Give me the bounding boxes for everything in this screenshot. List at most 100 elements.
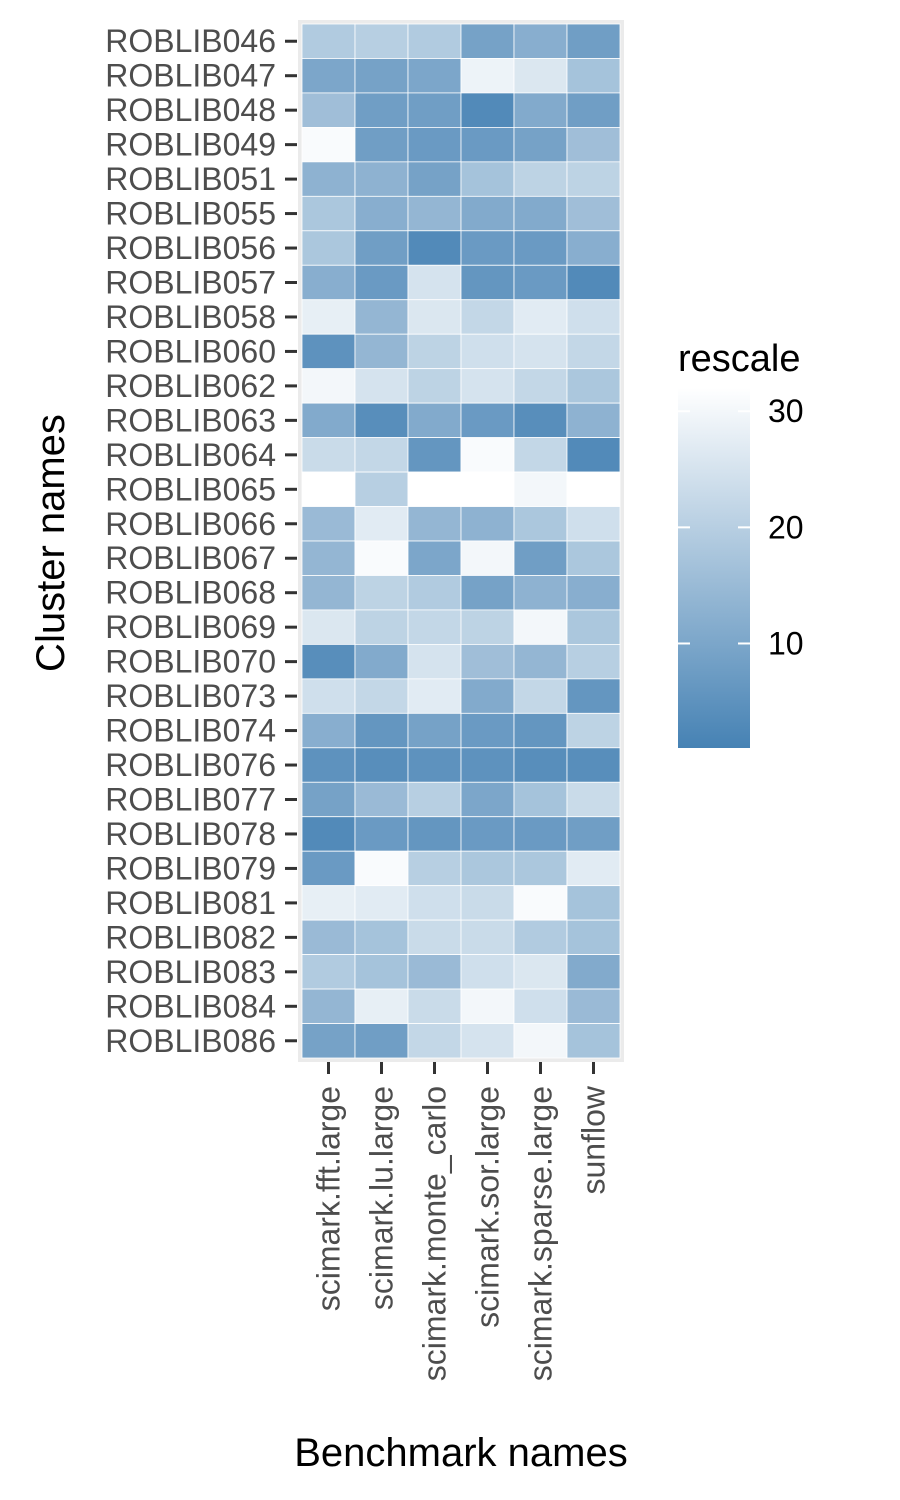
heatmap-cell [407,919,462,956]
heatmap-cell [460,919,515,956]
y-tick-label: ROBLIB066 [105,506,276,542]
heatmap-cell [513,540,568,576]
heatmap-cell [460,816,515,852]
y-tick-label: ROBLIB048 [105,92,276,128]
heatmap-cell [566,919,621,956]
y-tick-label: ROBLIB047 [105,58,276,94]
heatmap-cell [354,506,409,542]
heatmap-cell [566,988,621,1024]
heatmap-cell [301,437,356,473]
heatmap-cell [566,954,621,990]
heatmap-cell [513,609,568,645]
heatmap-cell [566,161,621,197]
heatmap-cell [566,747,621,783]
heatmap-cell [407,230,462,266]
heatmap-cell [566,816,621,852]
heatmap-cell [460,575,515,611]
heatmap-cell [407,23,462,59]
heatmap-cell [566,58,621,94]
y-tick-label: ROBLIB068 [105,575,276,611]
heatmap-cell [513,92,568,128]
heatmap-cell [513,575,568,611]
heatmap-cell [460,885,515,921]
y-tick-label: ROBLIB064 [105,437,276,473]
y-tick-label: ROBLIB079 [105,850,276,886]
heatmap-cell [513,988,568,1024]
heatmap-cell [513,402,568,438]
heatmap-cell [301,58,356,94]
y-tick-label: ROBLIB070 [105,644,276,680]
heatmap-cell [354,678,409,714]
heatmap-cell [460,127,515,163]
y-axis-title: Cluster names [29,414,73,672]
heatmap-cell [301,988,356,1024]
heatmap-cell [460,506,515,542]
heatmap-cell [460,712,515,749]
heatmap-cell [301,195,356,232]
y-tick-label: ROBLIB083 [105,954,276,990]
heatmap-cell [513,506,568,542]
heatmap-cell [566,1023,621,1059]
legend-title: rescale [678,338,801,380]
y-tick-label: ROBLIB049 [105,127,276,163]
heatmap-cell [407,195,462,232]
heatmap-cell [513,333,568,370]
heatmap-cell [460,264,515,301]
heatmap-cell [354,816,409,852]
heatmap-cell [460,23,515,59]
heatmap-cell [301,781,356,818]
heatmap-cell [407,506,462,542]
heatmap-cell [407,678,462,714]
legend-colorbar [678,388,750,748]
heatmap-cell [354,161,409,197]
heatmap-cell [566,850,621,887]
color-legend: rescale 10 20 30 [678,338,804,748]
heatmap-cell [301,712,356,749]
heatmap-cell [513,471,568,507]
x-tick-label: scimark.sparse.large [523,1086,559,1381]
heatmap-cell [354,299,409,335]
heatmap-cell [566,885,621,921]
y-tick-label: ROBLIB056 [105,230,276,266]
heatmap-cell [301,919,356,956]
heatmap-cell [513,230,568,266]
y-tick-label: ROBLIB073 [105,678,276,714]
heatmap-cell [566,264,621,301]
heatmap-cell [301,506,356,542]
heatmap-cell [566,402,621,438]
y-tick-label: ROBLIB076 [105,747,276,783]
heatmap-cell [407,609,462,645]
y-tick-label: ROBLIB057 [105,265,276,301]
heatmap-cell [407,747,462,783]
heatmap-cell [407,437,462,473]
heatmap-cell [513,816,568,852]
heatmap-cell [566,23,621,59]
heatmap-cell [354,333,409,370]
heatmap-cell [407,988,462,1024]
heatmap-cell [513,299,568,335]
y-tick-label: ROBLIB069 [105,609,276,645]
heatmap-cell [301,540,356,576]
heatmap-cell [407,540,462,576]
heatmap-cell [301,747,356,783]
y-tick-label: ROBLIB060 [105,333,276,369]
heatmap-cell [407,712,462,749]
heatmap-cell [460,781,515,818]
heatmap-cell [407,954,462,990]
heatmap-cell [354,919,409,956]
y-tick-label: ROBLIB055 [105,196,276,232]
heatmap-cell [513,747,568,783]
heatmap-cell [407,58,462,94]
y-tick-label: ROBLIB046 [105,23,276,59]
heatmap-cell [301,609,356,645]
heatmap-cell [354,1023,409,1059]
heatmap-cell [354,644,409,680]
heatmap-cell [460,92,515,128]
heatmap-cell [354,712,409,749]
heatmap-cell [301,678,356,714]
heatmap-cell [354,264,409,301]
heatmap-cell [407,1023,462,1059]
heatmap-cell [354,127,409,163]
heatmap-cell [460,954,515,990]
heatmap-cell [354,368,409,404]
